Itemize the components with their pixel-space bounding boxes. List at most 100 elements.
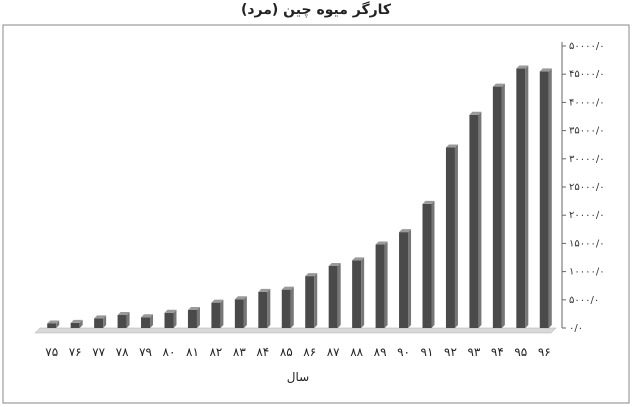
y-tick-label: ۴۰۰۰۰/۰	[569, 97, 605, 108]
y-tick-label: ۱۰۰۰۰/۰	[569, 267, 605, 278]
bar-side	[384, 241, 388, 328]
x-tick-label: ۸۷	[327, 345, 340, 359]
bar-side	[501, 83, 505, 328]
bar-top	[328, 262, 341, 266]
bar-side	[56, 320, 60, 328]
bar-top	[281, 286, 294, 290]
x-tick-label: ۷۶	[69, 345, 82, 359]
bar-15	[399, 229, 412, 328]
bar-front	[70, 322, 80, 328]
y-tick-label: ۲۰۰۰۰/۰	[569, 210, 605, 221]
y-tick-label: ۳۵۰۰۰/۰	[569, 126, 605, 137]
bar-top	[164, 309, 177, 313]
x-tick-label: ۹۰	[397, 345, 410, 359]
bar-top	[117, 312, 130, 316]
bar-top	[539, 68, 552, 72]
x-tick-label: ۹۳	[467, 345, 480, 359]
x-tick-label: ۷۹	[139, 345, 152, 359]
bar-top	[47, 320, 60, 324]
bar-top	[305, 273, 318, 277]
bar-front	[375, 244, 385, 328]
y-tick-label: ۲۵۰۰۰/۰	[569, 182, 605, 193]
bar-top	[399, 229, 412, 233]
bar-front	[422, 203, 432, 328]
bar-top	[258, 288, 271, 292]
bar-front	[234, 299, 244, 328]
bar-side	[337, 262, 341, 328]
x-tick-label: ۸۰	[163, 345, 176, 359]
bar-front	[469, 114, 479, 328]
bar-front	[187, 309, 197, 328]
bar-20	[516, 65, 529, 328]
x-tick-label: ۹۵	[514, 345, 527, 359]
x-tick-label: ۷۵	[45, 345, 58, 359]
bar-front	[141, 317, 151, 328]
bar-top	[445, 144, 458, 148]
bar-side	[548, 68, 552, 328]
bar-front	[47, 323, 57, 328]
bar-side	[196, 306, 200, 328]
x-tick-label: ۸۶	[303, 345, 316, 359]
bar-top	[516, 65, 529, 69]
bar-front	[399, 232, 409, 328]
bar-10	[281, 286, 294, 328]
bar-side	[150, 314, 154, 328]
bar-side	[173, 309, 177, 328]
x-tick-label: ۹۱	[421, 345, 434, 359]
bar-side	[525, 65, 529, 328]
x-tick-label: ۸۵	[280, 345, 293, 359]
x-tick-label: ۸۱	[186, 345, 199, 359]
bar-13	[352, 257, 365, 328]
bar-front	[305, 276, 315, 328]
y-tick-label: ۵۰۰۰/۰	[569, 295, 599, 306]
bar-top	[187, 306, 200, 310]
bar-top	[422, 200, 435, 204]
bar-side	[267, 288, 271, 328]
bar-side	[431, 200, 435, 328]
bar-top	[375, 241, 388, 245]
chart-title: کارگر میوه چین (مرد)	[240, 2, 392, 18]
bar-top	[492, 83, 505, 87]
x-tick-label: ۸۳	[233, 345, 246, 359]
y-tick-label: ۰/۰	[569, 323, 583, 334]
bar-front	[211, 302, 221, 328]
bar-side	[454, 144, 458, 328]
bar-side	[290, 286, 294, 328]
bar-front	[445, 147, 455, 328]
bar-1	[70, 319, 83, 328]
bar-side	[408, 229, 412, 328]
bar-4	[141, 314, 154, 328]
y-tick-label: ۵۰۰۰۰/۰	[569, 41, 605, 52]
bar-2	[94, 315, 107, 328]
bar-top	[70, 319, 83, 323]
chart-floor	[34, 327, 557, 334]
bar-front	[328, 265, 338, 328]
x-axis-title: سال	[287, 370, 309, 384]
bar-6	[187, 306, 200, 328]
x-tick-label: ۷۸	[116, 345, 129, 359]
y-axis: ۰/۰ ۵۰۰۰/۰ ۱۰۰۰۰/۰ ۱۵۰۰۰/۰ ۲۰۰۰۰/۰ ۲۵۰۰۰/۰ ۳۰۰…	[561, 41, 605, 334]
bar-front	[164, 312, 174, 328]
bar-7	[211, 299, 224, 328]
x-tick-label: ۸۴	[256, 345, 269, 359]
bar-top	[141, 314, 154, 318]
bar-side	[103, 315, 107, 328]
y-tick-label: ۱۵۰۰۰/۰	[569, 238, 605, 249]
bars-group	[47, 65, 552, 328]
bar-9	[258, 288, 271, 328]
bar-front	[539, 71, 549, 328]
bar-side	[361, 257, 365, 328]
x-tick-label: ۹۲	[444, 345, 457, 359]
y-tick-label: ۴۵۰۰۰/۰	[569, 69, 605, 80]
bar-side	[220, 299, 224, 328]
x-tick-label: ۷۷	[92, 345, 105, 359]
bar-side	[243, 296, 247, 328]
bar-12	[328, 262, 341, 328]
bar-front	[94, 318, 104, 328]
x-axis: ۷۵ ۷۶ ۷۷ ۷۸ ۷۹ ۸۰ ۸۱ ۸۲ ۸۳ ۸۴ ۸۵ ۸۶ ۸۷ ۸۸ ۸۹ ۹۰ ۹۱ ۹۲ ۹۳ ۹۴…	[45, 345, 550, 359]
bar-14	[375, 241, 388, 328]
bar-front	[117, 315, 127, 328]
bar-5	[164, 309, 177, 328]
bar-17	[445, 144, 458, 328]
